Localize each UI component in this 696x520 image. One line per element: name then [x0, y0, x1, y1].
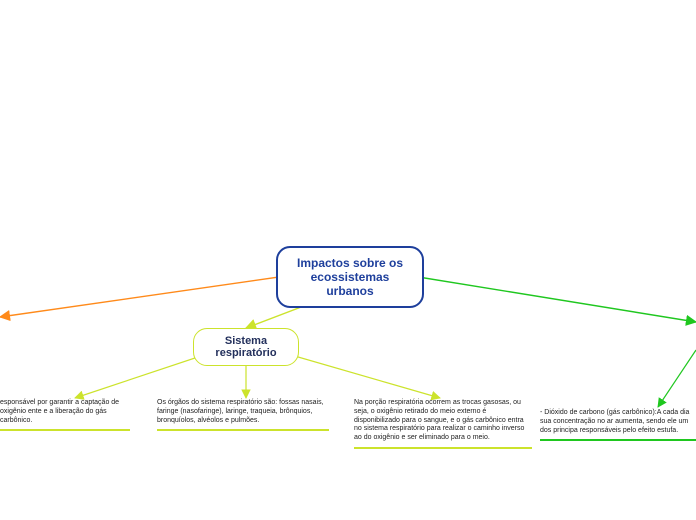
root-node[interactable]: Impactos sobre os ecossistemas urbanos: [276, 246, 424, 308]
child-node-label: Sistema respiratório: [215, 335, 276, 359]
leaf-node-1: Os órgãos do sistema respiratório são: f…: [157, 399, 329, 431]
leaf-text: esponsável por garantir a captação de ox…: [0, 399, 119, 424]
leaf-node-2: Na porção respiratória ocorrem as trocas…: [354, 399, 532, 449]
root-node-label: Impactos sobre os ecossistemas urbanos: [297, 256, 403, 298]
leaf-node-0: esponsável por garantir a captação de ox…: [0, 399, 130, 431]
leaf-text: Na porção respiratória ocorrem as trocas…: [354, 399, 524, 441]
leaf-text: - Dióxido de carbono (gás carbônico):A c…: [540, 409, 689, 434]
leaf-text: Os órgãos do sistema respiratório são: f…: [157, 399, 324, 424]
child-node-sistema-respiratorio[interactable]: Sistema respiratório: [193, 328, 299, 366]
leaf-node-3: - Dióxido de carbono (gás carbônico):A c…: [540, 409, 696, 441]
